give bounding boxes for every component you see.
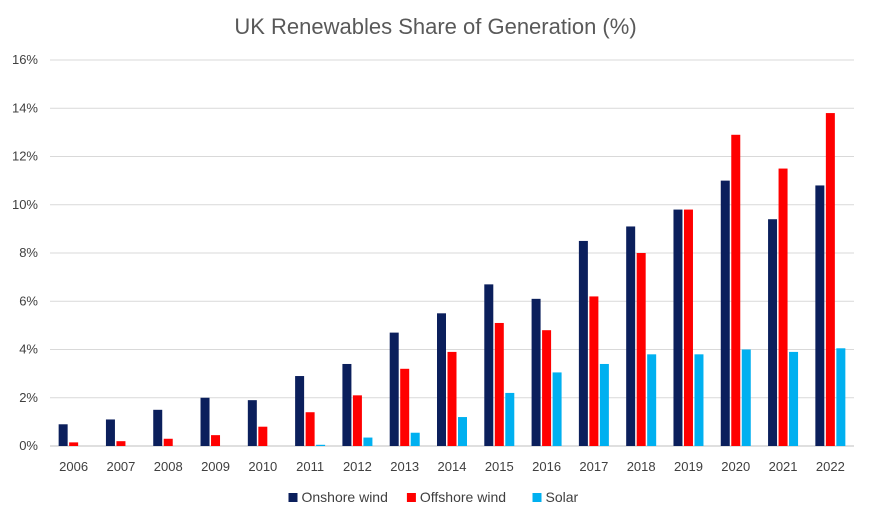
bar-solar [789, 351, 799, 446]
y-tick-label: 14% [12, 100, 38, 115]
x-tick-label: 2009 [201, 459, 230, 474]
bar-offshore-wind [683, 209, 693, 446]
chart-title: UK Renewables Share of Generation (%) [234, 14, 637, 39]
bar-offshore-wind [305, 412, 315, 446]
legend-swatch [406, 493, 416, 502]
bar-onshore-wind [295, 376, 305, 446]
x-tick-label: 2006 [59, 459, 88, 474]
x-tick-label: 2016 [532, 459, 561, 474]
x-tick-label: 2022 [816, 459, 845, 474]
x-tick-label: 2015 [485, 459, 514, 474]
x-tick-label: 2019 [674, 459, 703, 474]
bar-onshore-wind [437, 313, 446, 446]
bar-offshore-wind [163, 438, 173, 446]
x-tick-label: 2008 [154, 459, 183, 474]
y-tick-label: 16% [12, 52, 38, 67]
bar-solar [599, 363, 609, 446]
x-tick-label: 2017 [579, 459, 608, 474]
bar-onshore-wind [720, 180, 730, 446]
bar-solar [694, 354, 704, 446]
bar-offshore-wind [731, 134, 741, 446]
legend-label: Solar [546, 489, 579, 505]
bar-onshore-wind [484, 284, 494, 446]
x-tick-label: 2011 [296, 459, 324, 474]
x-tick-label: 2012 [343, 459, 372, 474]
bar-offshore-wind [589, 296, 599, 446]
x-tick-label: 2014 [438, 459, 467, 474]
bar-onshore-wind [105, 419, 115, 446]
bar-offshore-wind [211, 435, 221, 446]
legend-label: Offshore wind [420, 489, 506, 505]
x-tick-label: 2018 [627, 459, 656, 474]
bar-solar [505, 392, 515, 446]
bar-onshore-wind [342, 363, 352, 446]
bars [58, 113, 846, 446]
x-tick-label: 2010 [248, 459, 277, 474]
x-tick-label: 2021 [769, 459, 798, 474]
bar-solar [363, 437, 373, 446]
bar-offshore-wind [352, 395, 362, 446]
x-tick-label: 2020 [721, 459, 750, 474]
bar-offshore-wind [400, 368, 410, 446]
y-tick-label: 2% [19, 390, 38, 405]
bar-onshore-wind [578, 240, 588, 446]
bar-offshore-wind [825, 113, 835, 446]
bar-onshore-wind [153, 409, 163, 446]
bar-solar [552, 372, 562, 446]
y-tick-label: 10% [12, 197, 38, 212]
x-tick-label: 2013 [390, 459, 419, 474]
bar-offshore-wind [494, 322, 504, 446]
bar-offshore-wind [636, 253, 646, 446]
bar-onshore-wind [200, 397, 210, 446]
y-tick-label: 6% [19, 293, 38, 308]
bar-offshore-wind [116, 441, 126, 446]
legend: Onshore wind Offshore wind Solar [288, 489, 579, 505]
y-tick-label: 8% [19, 245, 38, 260]
bar-offshore-wind [542, 330, 552, 446]
legend-swatch [532, 493, 542, 502]
bar-offshore-wind [447, 351, 457, 446]
y-axis: 0% 2% 4% 6% 8% 10% 12% 14% 16% [12, 52, 38, 453]
bar-onshore-wind [389, 332, 399, 446]
y-tick-label: 0% [19, 438, 38, 453]
bar-solar [836, 348, 846, 446]
bar-onshore-wind [673, 209, 683, 446]
bar-offshore-wind [258, 426, 268, 446]
x-tick-label: 2007 [106, 459, 135, 474]
legend-swatch [288, 493, 298, 502]
bar-offshore-wind [69, 442, 79, 446]
bar-solar [410, 432, 420, 446]
bar-solar [741, 349, 751, 446]
bar-onshore-wind [626, 226, 636, 446]
bar-onshore-wind [531, 298, 541, 446]
bar-onshore-wind [768, 219, 778, 446]
x-axis: 2006 2007 2008 2009 2010 2011 2012 2013 2014 2015… [59, 459, 845, 474]
y-tick-label: 4% [19, 342, 38, 357]
y-tick-label: 12% [12, 149, 38, 164]
bar-onshore-wind [247, 400, 257, 446]
bar-onshore-wind [58, 424, 68, 446]
bar-onshore-wind [815, 185, 825, 446]
bar-solar [647, 354, 657, 446]
bar-solar [316, 444, 326, 446]
bar-offshore-wind [778, 168, 788, 446]
bar-solar [458, 417, 467, 446]
legend-label: Onshore wind [302, 489, 388, 505]
